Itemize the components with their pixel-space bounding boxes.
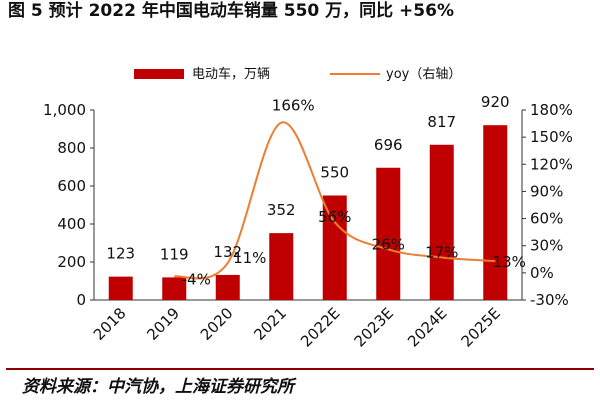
yoy-value-label: 11% [233, 249, 266, 267]
bar-value-label: 696 [374, 136, 403, 154]
y-left-tick-label: 0 [76, 291, 86, 309]
x-tick-label: 2025E [458, 304, 504, 350]
y-left-tick-label: 800 [57, 139, 86, 157]
y-left-tick-label: 400 [57, 215, 86, 233]
y-left-tick-label: 600 [57, 177, 86, 195]
legend-label-bar: 电动车，万辆 [192, 66, 270, 82]
x-tick-label: 2021 [250, 304, 290, 344]
bar-value-label: 132 [213, 243, 242, 261]
bar-value-label: 119 [160, 245, 189, 263]
bar-value-label: 920 [481, 93, 510, 111]
figure-title: 图 5 预计 2022 年中国电动车销量 550 万，同比 +56% [8, 1, 454, 21]
bar-value-label: 550 [320, 164, 349, 182]
y-right-tick-label: -30% [530, 291, 569, 309]
bar-value-label: 123 [106, 245, 135, 263]
bar [483, 125, 508, 300]
x-tick-label: 2018 [90, 304, 130, 344]
bar [269, 233, 294, 300]
legend-swatch-bar [134, 69, 184, 79]
bar [162, 277, 187, 300]
y-left-tick-label: 1,000 [43, 101, 86, 119]
x-tick-label: 2024E [404, 304, 450, 350]
yoy-value-label: 166% [272, 97, 315, 115]
y-right-tick-label: 0% [530, 264, 554, 282]
legend-label-line: yoy（右轴） [386, 67, 461, 82]
bar [215, 274, 240, 300]
yoy-value-label: -4% [182, 270, 211, 288]
yoy-line [174, 121, 496, 280]
bar-value-label: 352 [267, 201, 296, 219]
yoy-value-label: 26% [372, 235, 405, 253]
yoy-value-label: 56% [318, 208, 351, 226]
y-right-tick-label: 90% [530, 182, 563, 200]
bar [429, 144, 454, 300]
bar [322, 195, 347, 300]
x-tick-label: 2020 [197, 304, 237, 344]
source-divider [6, 368, 594, 373]
source-note: 资料来源：中汽协，上海证券研究所 [22, 377, 294, 397]
x-tick-label: 2022E [297, 304, 343, 350]
x-tick-label: 2023E [351, 304, 397, 350]
y-right-tick-label: 30% [530, 237, 563, 255]
y-right-tick-label: 60% [530, 210, 563, 228]
y-left-tick-label: 200 [57, 253, 86, 271]
bar [376, 167, 401, 300]
yoy-value-label: 17% [425, 243, 458, 261]
yoy-value-label: 13% [493, 253, 526, 271]
bar [108, 276, 133, 300]
bar-value-label: 817 [427, 113, 456, 131]
y-right-tick-label: 150% [530, 128, 573, 146]
x-tick-label: 2019 [143, 304, 183, 344]
y-right-tick-label: 120% [530, 155, 573, 173]
y-right-tick-label: 180% [530, 101, 573, 119]
